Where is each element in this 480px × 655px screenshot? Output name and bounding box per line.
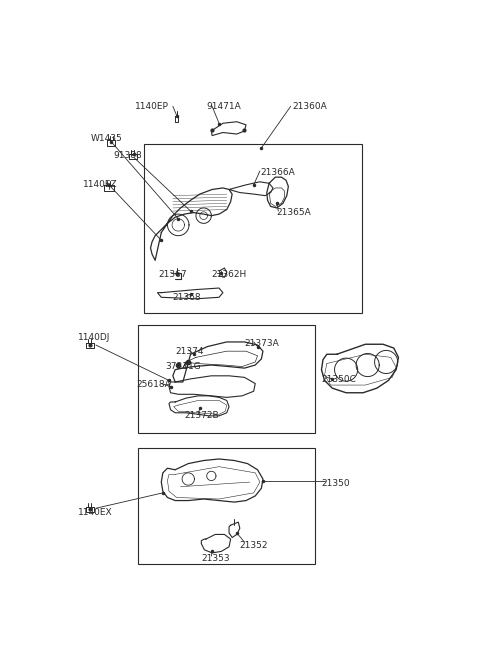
Text: 25618A: 25618A	[137, 381, 171, 390]
Text: 21365A: 21365A	[277, 208, 312, 217]
Text: 1140DJ: 1140DJ	[78, 333, 110, 342]
Text: 37311G: 37311G	[165, 362, 201, 371]
Bar	[138, 325, 315, 433]
Text: 21367: 21367	[158, 270, 187, 278]
Bar	[144, 144, 361, 314]
Text: 1140EZ: 1140EZ	[83, 180, 118, 189]
Text: 21352: 21352	[240, 540, 268, 550]
Text: 1140EX: 1140EX	[78, 508, 113, 517]
Text: 21374: 21374	[175, 346, 204, 356]
Text: 21360A: 21360A	[292, 102, 327, 111]
Text: 21373A: 21373A	[244, 339, 279, 348]
Bar	[138, 448, 315, 564]
Text: 21350: 21350	[322, 479, 350, 488]
Text: 21372B: 21372B	[184, 411, 219, 421]
Text: 21362H: 21362H	[211, 270, 247, 278]
Text: W1435: W1435	[90, 134, 122, 143]
Text: 21368: 21368	[173, 293, 202, 302]
Text: 1140EP: 1140EP	[135, 102, 169, 111]
Text: 91388: 91388	[114, 151, 142, 160]
Text: 21350C: 21350C	[322, 375, 356, 384]
Text: 21353: 21353	[201, 555, 230, 563]
Text: 91471A: 91471A	[206, 102, 240, 111]
Text: 21366A: 21366A	[260, 168, 295, 177]
